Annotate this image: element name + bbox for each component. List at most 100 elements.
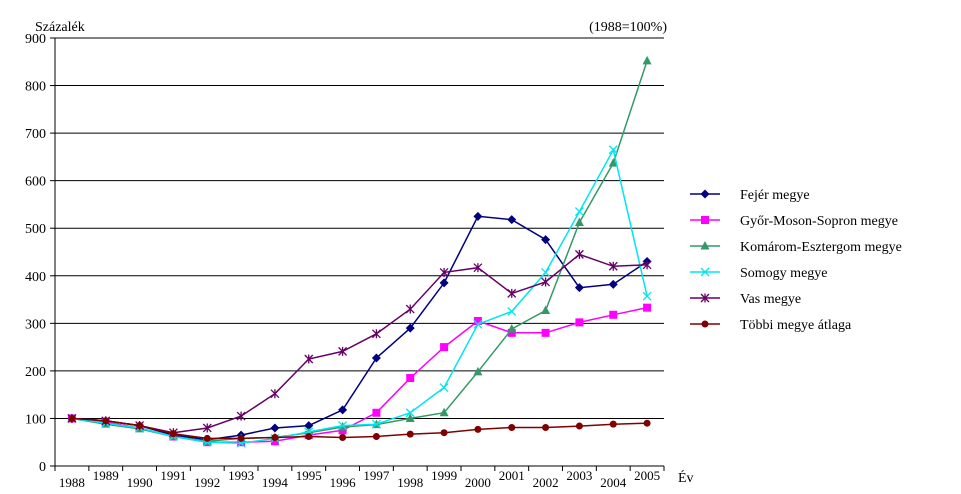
data-point xyxy=(169,430,177,438)
series-line xyxy=(71,147,648,444)
data-point xyxy=(270,389,280,399)
series-line xyxy=(71,417,648,440)
x-tick-label: 1998 xyxy=(397,475,423,490)
data-point xyxy=(439,407,449,417)
legend-label: Somogy megye xyxy=(740,266,828,281)
legend-label: Győr-Moson-Sopron megye xyxy=(740,214,898,229)
data-point xyxy=(608,158,618,167)
data-point xyxy=(474,425,482,433)
x-tick-label: 1997 xyxy=(363,468,390,483)
x-tick-label: 2001 xyxy=(499,468,525,483)
series-line xyxy=(71,215,648,441)
data-point xyxy=(473,366,483,376)
y-tick-label: 200 xyxy=(25,365,46,380)
legend-item: Somogy megye xyxy=(690,266,828,281)
axes xyxy=(54,38,664,467)
data-point xyxy=(643,303,652,312)
y-tick-label: 300 xyxy=(25,317,46,332)
data-point xyxy=(473,211,483,221)
data-point xyxy=(406,374,415,383)
data-point xyxy=(371,419,381,429)
data-point xyxy=(339,433,347,441)
data-point xyxy=(701,320,709,328)
data-point xyxy=(440,343,449,352)
series-5 xyxy=(68,414,651,442)
x-axis-ticks: 1988 1989 1990 1991 1992 1993 1994 1995 1996 1997… xyxy=(54,466,665,490)
data-point xyxy=(700,241,710,250)
data-point xyxy=(574,207,584,217)
data-point xyxy=(642,291,652,301)
data-point xyxy=(541,328,550,337)
legend-item: Fejér megye xyxy=(690,188,810,203)
y-tick-label: 900 xyxy=(25,32,46,47)
legend-item: Győr-Moson-Sopron megye xyxy=(690,214,898,229)
data-point xyxy=(237,434,245,442)
x-tick-label: 1992 xyxy=(194,475,220,490)
x-tick-label: 1991 xyxy=(160,468,186,483)
legend-item: Többi megye átlaga xyxy=(690,318,852,333)
data-point xyxy=(371,329,381,339)
data-point xyxy=(271,433,279,441)
data-point xyxy=(574,249,584,259)
legend-item: Komárom-Esztergom megye xyxy=(690,240,902,255)
data-point xyxy=(439,267,449,277)
data-point xyxy=(507,306,517,316)
data-point xyxy=(372,433,380,441)
data-point xyxy=(574,283,584,293)
data-point xyxy=(642,260,652,270)
data-point xyxy=(338,346,348,356)
x-tick-label: 2003 xyxy=(566,468,592,483)
data-point xyxy=(507,215,517,225)
data-point xyxy=(643,419,651,427)
data-point xyxy=(609,420,617,428)
legend-label: Többi megye átlaga xyxy=(740,318,852,333)
data-point xyxy=(700,267,710,277)
y-tick-label: 100 xyxy=(25,412,46,427)
series-2 xyxy=(67,55,652,445)
data-point xyxy=(372,408,381,417)
data-point xyxy=(541,267,551,277)
series-line xyxy=(71,253,648,434)
data-point xyxy=(405,323,415,333)
data-point xyxy=(508,423,516,431)
data-point xyxy=(405,408,415,418)
data-point xyxy=(440,429,448,437)
y-axis-ticks: 0 100 200 300 400 500 600 700 800 900 xyxy=(25,32,55,475)
data-point xyxy=(541,277,551,287)
y-axis-title: Százalék xyxy=(35,20,85,35)
series-0 xyxy=(67,211,652,445)
data-point xyxy=(575,318,584,327)
x-tick-label: 2002 xyxy=(533,475,559,490)
legend-label: Vas megye xyxy=(740,292,801,307)
data-point xyxy=(642,55,652,65)
x-tick-label: 1995 xyxy=(296,468,322,483)
x-tick-label: 1999 xyxy=(431,468,457,483)
x-tick-label: 2000 xyxy=(465,475,491,490)
data-point xyxy=(574,217,584,227)
data-point xyxy=(608,279,618,289)
data-point xyxy=(102,417,110,425)
x-tick-label: 2005 xyxy=(634,468,660,483)
x-tick-label: 1988 xyxy=(59,475,85,490)
data-point xyxy=(473,319,483,329)
data-point xyxy=(541,305,551,314)
data-point xyxy=(507,324,517,333)
data-point xyxy=(405,304,415,314)
series-3 xyxy=(67,145,652,448)
data-point xyxy=(473,263,483,273)
data-point xyxy=(406,430,414,438)
data-point xyxy=(68,414,76,422)
series-4 xyxy=(67,249,652,438)
data-point xyxy=(236,411,246,421)
data-point xyxy=(203,434,211,442)
data-point xyxy=(507,328,516,337)
legend-label: Komárom-Esztergom megye xyxy=(740,240,902,255)
data-point xyxy=(270,423,280,433)
data-point xyxy=(609,310,618,319)
legend-item: Vas megye xyxy=(690,292,801,307)
data-point xyxy=(338,405,348,415)
x-axis-title: Év xyxy=(678,469,694,486)
data-point xyxy=(473,316,482,325)
data-point xyxy=(439,383,449,392)
